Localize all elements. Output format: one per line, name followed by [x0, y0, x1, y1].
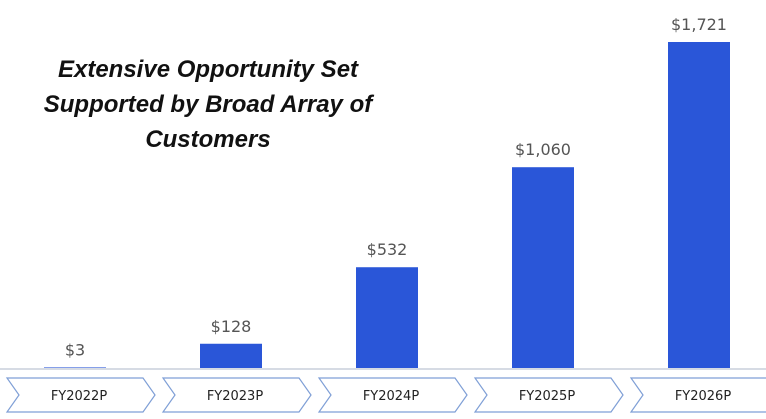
bar: [668, 42, 730, 368]
category-chevron: [473, 377, 624, 413]
x-tick-label: FY2024P: [363, 389, 420, 404]
value-label: $128: [211, 317, 252, 336]
x-tick-label: FY2026P: [675, 389, 732, 404]
category-chevron: [629, 377, 766, 413]
value-label: $1,721: [671, 15, 727, 34]
category-chevron: [5, 377, 156, 413]
category-chevron: [161, 377, 312, 413]
x-tick-label: FY2025P: [519, 389, 576, 404]
bar: [356, 267, 418, 368]
value-label: $532: [367, 240, 408, 259]
value-label: $1,060: [515, 140, 571, 159]
bar: [200, 343, 262, 368]
x-tick-label: FY2023P: [207, 389, 264, 404]
value-label: $3: [65, 340, 85, 359]
category-chevron: [317, 377, 468, 413]
x-tick-label: FY2022P: [51, 389, 108, 404]
bar: [44, 367, 106, 368]
chart-title: Extensive Opportunity Set Supported by B…: [43, 56, 373, 153]
bar: [512, 167, 574, 368]
